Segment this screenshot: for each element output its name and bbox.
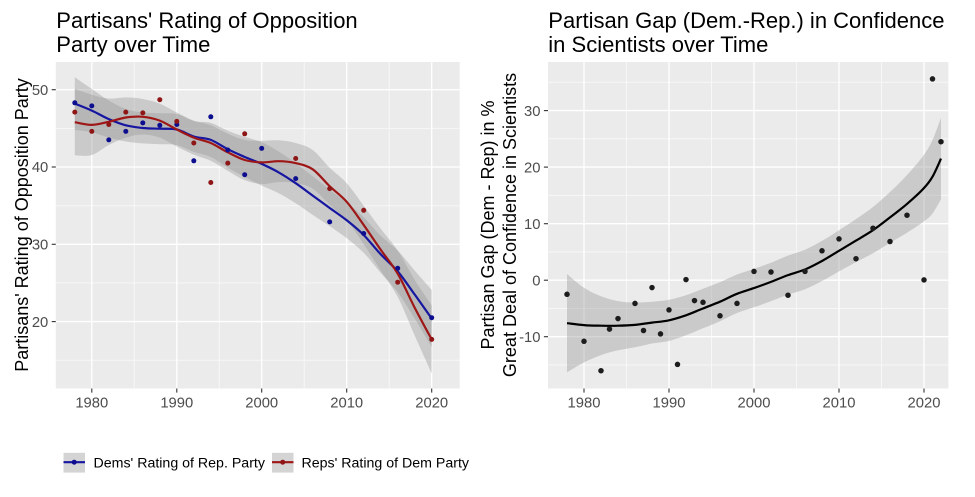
svg-text:2020: 2020 bbox=[908, 396, 941, 412]
svg-text:20: 20 bbox=[524, 160, 540, 176]
svg-text:1980: 1980 bbox=[568, 396, 601, 412]
svg-text:10: 10 bbox=[524, 217, 540, 233]
svg-text:20: 20 bbox=[32, 315, 48, 331]
svg-text:1980: 1980 bbox=[75, 396, 108, 412]
svg-text:40: 40 bbox=[32, 160, 48, 176]
svg-text:1990: 1990 bbox=[653, 396, 686, 412]
svg-text:Partisan Gap (Dem.-Rep.) in Co: Partisan Gap (Dem.-Rep.) in Confidence bbox=[548, 8, 944, 33]
svg-text:2000: 2000 bbox=[738, 396, 771, 412]
svg-text:2020: 2020 bbox=[415, 396, 448, 412]
svg-text:Great Deal of Confidence in Sc: Great Deal of Confidence in Scientists bbox=[500, 73, 520, 377]
svg-text:1990: 1990 bbox=[160, 396, 193, 412]
svg-text:30: 30 bbox=[524, 104, 540, 120]
svg-text:Reps' Rating of Dem Party: Reps' Rating of Dem Party bbox=[302, 456, 470, 472]
svg-text:Partisans' Rating of Oppositio: Partisans' Rating of Opposition Party bbox=[12, 78, 32, 372]
svg-text:in Scientists over Time: in Scientists over Time bbox=[548, 32, 768, 57]
svg-text:2010: 2010 bbox=[330, 396, 363, 412]
svg-text:Partisans' Rating of Oppositio: Partisans' Rating of Opposition bbox=[56, 8, 357, 33]
svg-text:Partisan Gap (Dem - Rep) in %: Partisan Gap (Dem - Rep) in % bbox=[478, 100, 498, 349]
svg-text:2010: 2010 bbox=[823, 396, 856, 412]
svg-text:-10: -10 bbox=[519, 330, 540, 346]
svg-text:Party over Time: Party over Time bbox=[56, 32, 210, 57]
svg-text:30: 30 bbox=[32, 238, 48, 254]
svg-text:Dems' Rating of Rep. Party: Dems' Rating of Rep. Party bbox=[94, 456, 266, 472]
svg-text:0: 0 bbox=[532, 273, 540, 289]
svg-text:2000: 2000 bbox=[245, 396, 278, 412]
svg-text:50: 50 bbox=[32, 83, 48, 99]
